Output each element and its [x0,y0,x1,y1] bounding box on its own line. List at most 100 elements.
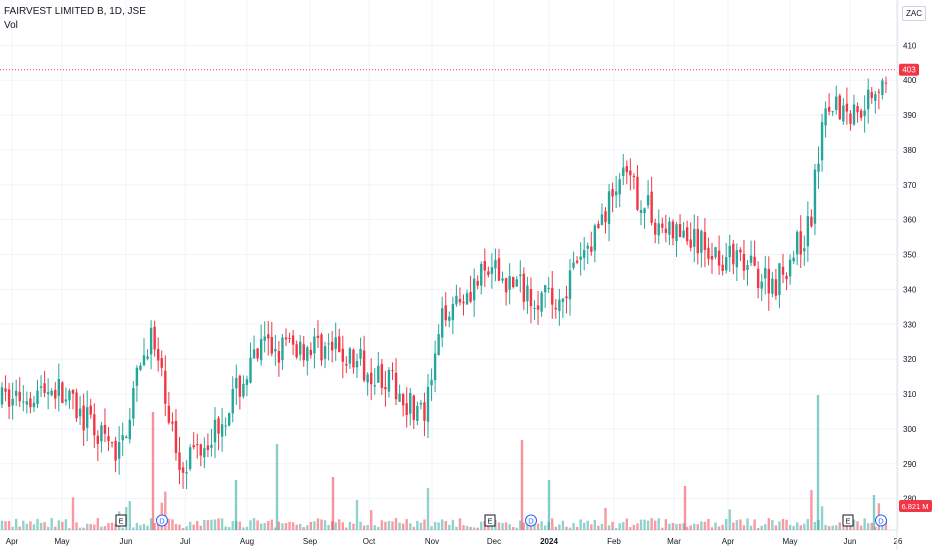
volume-bar [409,523,412,530]
candle-body [458,298,462,303]
volume-bar [107,522,110,530]
y-tick-label: 360 [903,216,917,225]
candle-body [78,408,82,417]
candle-body [565,296,568,299]
volume-bar [338,519,341,530]
volume-bar [540,521,543,530]
candle-body [483,261,486,271]
candle-body [384,386,387,390]
volume-bar [437,522,440,530]
candle-body [238,375,242,397]
volume-spike [872,495,876,530]
volume-bar [25,523,29,530]
candle-body [284,337,288,340]
candle-body [657,223,660,236]
candle-body [838,95,841,120]
volume-bar [7,521,11,530]
candle-body [235,377,238,389]
volume-spike [816,395,820,530]
volume-bar [306,525,309,530]
candle-body [86,407,89,428]
dividend-marker[interactable] [875,514,887,527]
candle-body [714,247,717,258]
candle-body [274,348,277,352]
candle-body [636,176,639,210]
dividend-marker[interactable] [156,514,168,527]
candle-body [590,246,593,253]
candle-body [600,214,604,225]
volume-bar [472,527,476,530]
candle-body [338,336,341,353]
y-tick-label: 410 [903,41,917,50]
candle-body [717,250,721,266]
candle-body [845,103,849,112]
candle-body [533,307,536,309]
candle-body [210,444,213,448]
volume-bar [646,520,650,530]
volume-bar [313,521,316,530]
candle-body [93,414,96,436]
candle-body [128,419,131,440]
volume-bar [643,519,646,530]
earnings-marker[interactable] [842,514,854,527]
y-tick-label: 330 [903,320,917,329]
candle-body [341,348,344,362]
volume-bar [629,527,632,530]
candle-body [419,402,423,405]
volume-bar [430,526,433,530]
volume-bar [178,524,181,530]
volume-bar [884,519,888,530]
earnings-marker[interactable] [115,514,127,527]
dividend-marker[interactable] [525,514,537,527]
volume-bar [480,521,483,530]
volume-bar [788,525,792,530]
candle-body [291,335,295,345]
candle-body [831,111,834,113]
earnings-marker[interactable] [484,514,496,527]
x-tick-label: Aug [240,537,254,546]
candle-body [820,122,824,161]
volume-bar [185,526,188,530]
volume-bar [650,518,653,530]
candle-body [206,445,210,450]
volume-bar [341,522,344,530]
candle-body [877,91,881,93]
volume-bar [15,518,18,530]
volume-bar [469,526,472,530]
volume-bar [756,527,760,530]
candle-body [362,350,366,381]
candle-body [110,442,114,444]
candle-body [519,274,522,277]
candle-body [160,358,163,368]
candle-body [501,278,504,281]
currency-button[interactable]: ZAC [902,6,926,21]
candle-body [39,386,43,388]
marker-label: D [528,517,534,526]
candle-body [792,257,795,262]
volume-bar [824,524,827,530]
candle-body [735,250,739,268]
candle-body [409,392,412,414]
volume-bar [93,524,96,530]
volume-bar [146,525,149,530]
volume-spike [331,477,335,530]
candle-body [796,232,799,255]
x-tick-label: Dec [487,537,501,546]
candle-body [629,170,632,176]
candle-body [732,243,735,265]
candle-body [593,225,597,251]
volume-bar [614,527,618,530]
volume-bar [867,523,870,530]
candle-body [849,113,852,124]
candle-body [32,402,36,408]
candle-body [228,413,231,426]
volume-label: Vol [4,20,18,31]
candle-body [852,104,856,125]
candle-body [29,398,32,408]
candle-body [682,230,685,238]
candle-body [57,378,60,396]
candle-body [4,388,7,392]
candle-body [646,195,650,206]
volume-bar [717,526,721,530]
